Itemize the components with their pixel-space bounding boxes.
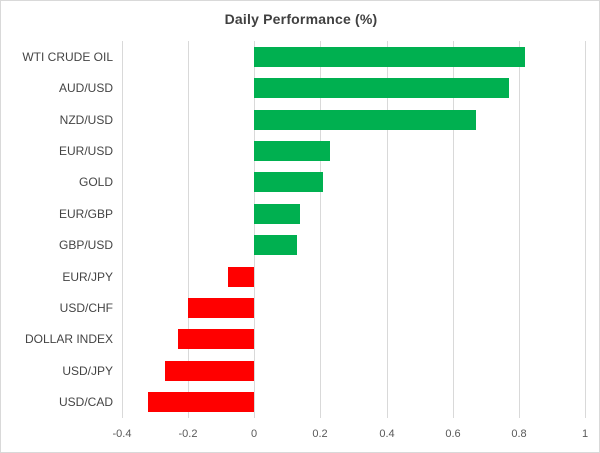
gridline <box>320 41 321 418</box>
bar-eur-jpy <box>228 267 254 287</box>
gridline <box>585 41 586 418</box>
bar-wti-crude-oil <box>254 47 525 67</box>
category-label: EUR/JPY <box>62 270 113 284</box>
category-label: USD/CAD <box>58 395 113 409</box>
x-tick-label: 1 <box>581 428 589 440</box>
bar-usd-cad <box>148 392 254 412</box>
gridline <box>387 41 388 418</box>
x-tick-label: -0.2 <box>178 428 198 440</box>
gridline <box>122 41 123 418</box>
bar-gold <box>254 172 323 192</box>
category-label: GBP/USD <box>58 238 113 252</box>
bar-eur-gbp <box>254 204 300 224</box>
bar-aud-usd <box>254 78 509 98</box>
gridline <box>519 41 520 418</box>
x-tick-label: 0 <box>250 428 258 440</box>
category-label: USD/CHF <box>59 301 113 315</box>
x-tick-label: 0.4 <box>379 428 395 440</box>
bar-gbp-usd <box>254 235 297 255</box>
chart-title: Daily Performance (%) <box>224 11 378 27</box>
x-tick-label: 0.2 <box>312 428 328 440</box>
gridline <box>188 41 189 418</box>
category-label: USD/JPY <box>62 364 113 378</box>
category-label: WTI CRUDE OIL <box>22 50 113 64</box>
category-label: AUD/USD <box>58 81 113 95</box>
category-label: EUR/GBP <box>58 207 113 221</box>
bar-usd-jpy <box>165 361 254 381</box>
gridline <box>453 41 454 418</box>
category-label: GOLD <box>78 175 113 189</box>
bar-eur-usd <box>254 141 330 161</box>
x-tick-label: 0.8 <box>511 428 527 440</box>
x-tick-label: -0.4 <box>112 428 132 440</box>
category-label: NZD/USD <box>59 113 113 127</box>
x-tick-label: 0.6 <box>445 428 461 440</box>
bar-dollar-index <box>178 329 254 349</box>
gridline <box>254 41 255 418</box>
category-label: EUR/USD <box>58 144 113 158</box>
bar-nzd-usd <box>254 110 476 130</box>
bar-usd-chf <box>188 298 254 318</box>
category-label: DOLLAR INDEX <box>24 332 113 346</box>
